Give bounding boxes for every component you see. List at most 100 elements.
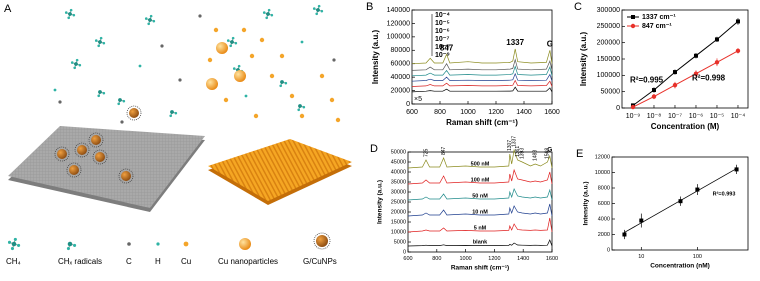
h-atom: [94, 39, 98, 42]
x-tick-label: 1200: [488, 256, 500, 262]
x-axis-label: Concentration (M): [651, 122, 720, 131]
h-atom: [144, 17, 148, 20]
x-axis-label: Raman shift (cm⁻¹): [446, 118, 518, 127]
y-tick-label: 150000: [597, 56, 620, 63]
fit-label: R²=0.993: [713, 191, 736, 198]
h-atom: [232, 67, 236, 70]
cu-atom: [259, 37, 265, 43]
c-atom: [67, 241, 73, 247]
c-atom: [170, 110, 174, 114]
series-line: [411, 58, 553, 71]
legend-marker: [630, 23, 636, 29]
h-atom: [67, 16, 71, 20]
h-atom: [169, 114, 173, 118]
peak-label: 847: [440, 43, 454, 52]
h-atom: [174, 111, 178, 115]
cu-atom: [289, 93, 295, 99]
graphene-substrate: [8, 126, 205, 208]
h-atom: [312, 7, 316, 10]
graphene-shell: [54, 146, 70, 162]
cu-atom: [223, 97, 229, 103]
x-tick-label: 800: [434, 109, 446, 116]
x-tick-label: 100: [693, 254, 702, 260]
peak-label: 725: [423, 148, 429, 157]
g-cu-nanoparticle: [57, 149, 67, 159]
series-line: [407, 217, 553, 233]
legend-label: 10⁻⁹: [435, 52, 450, 59]
panel-label: A: [4, 3, 12, 15]
legend-label: 10⁻⁵: [435, 20, 450, 27]
y-tick-label: 2000: [598, 232, 610, 238]
plot-frame: [611, 156, 749, 251]
series-line: [411, 79, 553, 87]
series-line: [411, 48, 553, 65]
legend-label: G/CuNPs: [303, 257, 337, 266]
y-tick-label: 60000: [391, 61, 411, 68]
h-atom: [10, 246, 15, 251]
y-tick-label: 100000: [387, 34, 410, 41]
peak-label: G: [547, 39, 553, 48]
marker: [672, 82, 678, 88]
h-atom: [17, 243, 21, 247]
g-cu-nanoparticle: [129, 108, 139, 118]
y-axis-label: Intensity (a.u.): [583, 181, 590, 225]
h-atom: [78, 63, 82, 67]
x-tick-label: 10⁻⁸: [647, 113, 661, 120]
y-tick-label: 40000: [391, 169, 406, 175]
x-tick-label: 10⁻⁶: [689, 113, 703, 120]
carbon-dot: [198, 14, 202, 18]
c-atom: [98, 40, 102, 44]
marker: [651, 94, 657, 99]
x-tick-label: 1200: [488, 109, 504, 116]
peak-label: 1337: [506, 38, 524, 47]
graphene-shell: [74, 142, 90, 158]
series-label: 10 nM: [472, 209, 488, 215]
peak-label: 1393: [520, 148, 526, 159]
carbon-dot: [160, 44, 164, 48]
series-line: [407, 203, 553, 217]
marker: [693, 53, 698, 58]
marker: [672, 70, 677, 75]
carbon-dot: [332, 58, 336, 62]
g-cu-nanoparticle: [121, 171, 131, 181]
g-cu-nanoparticle: [95, 152, 105, 162]
y-tick-label: 40000: [391, 74, 411, 81]
x-tick-label: 1000: [460, 109, 476, 116]
h-atom: [297, 108, 301, 112]
legend-label: Cu: [181, 257, 191, 266]
x-axis-label: Concentration (nM): [650, 263, 710, 270]
y-tick-label: 10000: [595, 170, 610, 176]
y-tick-label: 20000: [391, 209, 406, 215]
peak-label: 1307: [507, 140, 513, 151]
h-atom: [226, 39, 230, 42]
h-atom: [270, 13, 274, 17]
y-tick-label: 35000: [391, 179, 406, 185]
cu-atom: [183, 241, 189, 247]
hydrogen-dot: [53, 88, 57, 92]
x-tick-label: 600: [403, 256, 412, 262]
h-atom: [70, 61, 74, 64]
h-atom: [66, 246, 71, 251]
h-atom: [237, 64, 241, 68]
y-tick-label: 0: [616, 105, 620, 112]
graphene-shell: [118, 168, 134, 184]
y-tick-label: 20000: [391, 87, 411, 94]
h-atom: [315, 12, 319, 16]
h-atom: [72, 13, 76, 17]
peak-label: 1483: [532, 150, 538, 161]
y-axis-label: Intensity (a.u.): [579, 32, 588, 87]
hydrogen-dot: [244, 94, 248, 98]
c-atom: [316, 8, 320, 12]
y-tick-label: 100000: [597, 72, 620, 79]
h-atom: [147, 22, 151, 26]
h-atom: [234, 41, 238, 45]
legend-label: 10⁻⁸: [435, 44, 450, 51]
marker: [639, 218, 644, 223]
panel-label: E: [576, 148, 583, 160]
h-atom: [75, 58, 79, 62]
cu-atom: [207, 57, 213, 63]
series-line: [411, 72, 553, 82]
series-line: [407, 239, 553, 247]
y-tick-label: 6000: [598, 201, 610, 207]
